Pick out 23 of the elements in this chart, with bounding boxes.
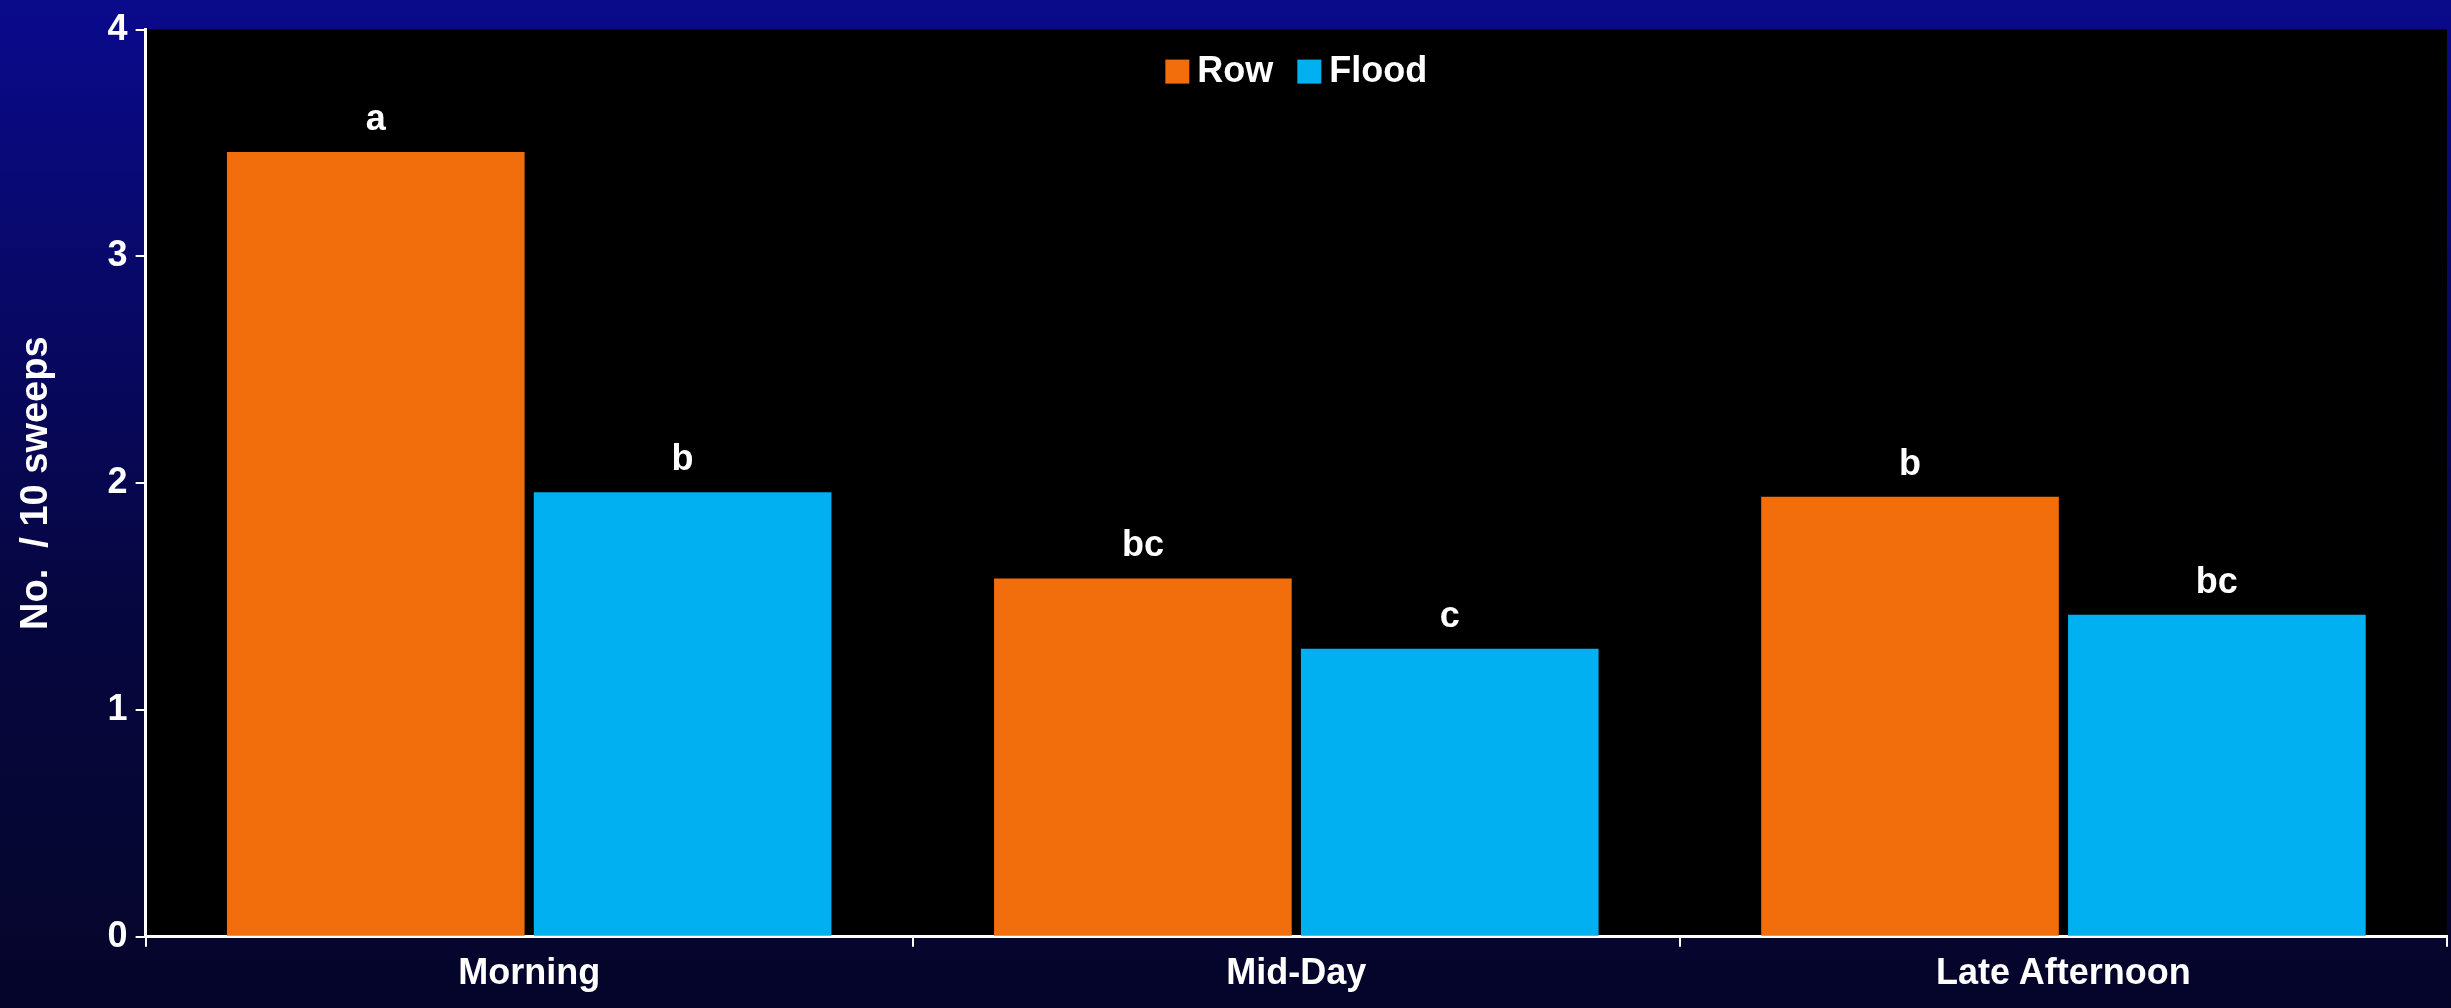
- annotation: a: [365, 96, 387, 138]
- annotation: b: [671, 437, 694, 479]
- x-tick-label: Late Afternoon: [1936, 951, 2191, 993]
- annotation: c: [1439, 593, 1460, 635]
- x-tick-label: Mid-Day: [1226, 951, 1367, 993]
- legend-label: Flood: [1329, 48, 1428, 90]
- y-tick-label: 3: [107, 233, 128, 275]
- y-tick-label: 0: [107, 913, 128, 955]
- annotation: b: [1899, 441, 1922, 483]
- annotation: bc: [2195, 559, 2238, 601]
- x-tick-label: Morning: [458, 951, 601, 993]
- bar: [2068, 614, 2366, 936]
- bar: [1761, 496, 2059, 936]
- y-tick-label: 1: [107, 686, 128, 728]
- y-tick-label: 4: [107, 6, 128, 48]
- bar: [226, 152, 525, 936]
- bar: [1300, 648, 1599, 936]
- bar: [533, 492, 832, 936]
- y-axis-title: No. / 10 sweeps: [13, 336, 56, 630]
- bar: [994, 578, 1292, 936]
- y-tick-label: 2: [107, 460, 128, 502]
- legend-label: Row: [1197, 48, 1275, 90]
- annotation: bc: [1121, 523, 1164, 565]
